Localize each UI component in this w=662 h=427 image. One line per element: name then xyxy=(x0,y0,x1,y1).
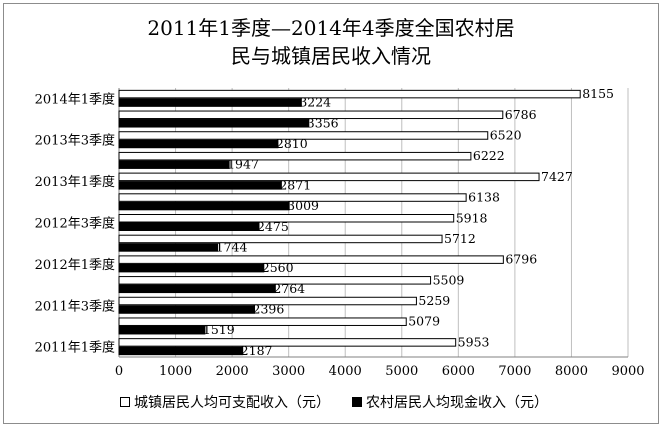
legend-swatch-rural xyxy=(352,397,362,407)
legend-item-urban: 城镇居民人均可支配收入（元） xyxy=(120,392,330,412)
x-tick-label: 5000 xyxy=(385,364,418,379)
bar-urban xyxy=(118,255,504,264)
bar-rural xyxy=(118,160,230,169)
bar-urban xyxy=(118,131,489,140)
y-category-label: 2013年1季度 xyxy=(35,174,115,190)
x-tick-label: 8000 xyxy=(555,364,588,379)
y-category-label: 2013年3季度 xyxy=(35,133,115,149)
bar-urban xyxy=(118,276,432,285)
data-label-rural: 2396 xyxy=(253,302,285,317)
data-label-rural: 1947 xyxy=(227,157,259,172)
data-label-urban: 5712 xyxy=(444,231,476,246)
chart-title-line1: 2011年1季度—2014年4季度全国农村居 xyxy=(147,16,515,40)
data-label-urban: 6520 xyxy=(490,127,522,142)
x-tick-label: 9000 xyxy=(611,364,644,379)
bar-urban xyxy=(118,110,504,120)
data-label-urban: 5509 xyxy=(433,272,465,287)
data-label-rural: 3356 xyxy=(307,115,339,130)
y-category-label: 2014年1季度 xyxy=(35,91,115,107)
y-category-label: 2011年3季度 xyxy=(35,298,115,314)
data-label-urban: 6786 xyxy=(505,107,537,122)
data-label-rural: 2810 xyxy=(276,136,308,151)
bar-urban xyxy=(118,296,417,306)
legend-label-urban: 城镇居民人均可支配收入（元） xyxy=(134,395,330,411)
legend-label-rural: 农村居民人均现金收入（元） xyxy=(366,395,548,411)
chart-title: 2011年1季度—2014年4季度全国农村居 民与城镇居民收入情况 xyxy=(0,14,662,70)
x-tick-label: 2000 xyxy=(216,364,249,379)
bar-rural xyxy=(118,305,256,314)
x-tick-label: 3000 xyxy=(272,364,305,379)
data-label-rural: 2764 xyxy=(273,281,305,296)
x-tick-label: 6000 xyxy=(442,364,475,379)
bar-rural xyxy=(118,243,219,252)
y-category-label: 2012年3季度 xyxy=(35,216,115,232)
bar-rural xyxy=(118,222,260,231)
data-label-rural: 3224 xyxy=(299,95,331,110)
y-category-label: 2011年1季度 xyxy=(35,340,115,356)
bar-urban xyxy=(118,234,443,244)
bar-rural xyxy=(118,284,276,294)
bar-rural xyxy=(118,346,244,356)
bar-rural xyxy=(118,181,282,190)
data-label-rural: 2187 xyxy=(241,343,273,358)
data-label-rural: 1744 xyxy=(216,239,248,254)
chart-frame xyxy=(3,3,659,424)
data-label-urban: 5918 xyxy=(456,210,488,225)
bar-rural xyxy=(118,139,279,149)
bar-urban xyxy=(118,214,455,223)
data-label-rural: 3009 xyxy=(287,198,319,213)
data-label-rural: 2871 xyxy=(279,177,311,192)
bar-rural xyxy=(118,325,206,335)
x-tick-label: 4000 xyxy=(329,364,362,379)
legend-item-rural: 农村居民人均现金收入（元） xyxy=(352,392,548,412)
x-tick-label: 7000 xyxy=(498,364,531,379)
data-label-rural: 2475 xyxy=(257,219,289,234)
x-tick-label: 1000 xyxy=(159,364,192,379)
data-label-urban: 6796 xyxy=(505,252,537,267)
data-label-rural: 1519 xyxy=(203,322,235,337)
legend: 城镇居民人均可支配收入（元） 农村居民人均现金收入（元） xyxy=(120,392,640,412)
x-tick-label: 0 xyxy=(115,364,123,379)
data-label-urban: 8155 xyxy=(582,86,614,101)
data-label-urban: 6138 xyxy=(468,190,500,205)
bar-rural xyxy=(118,201,290,211)
y-category-label: 2012年1季度 xyxy=(35,257,115,273)
bar-rural xyxy=(118,119,310,128)
bar-urban xyxy=(118,89,581,99)
bar-urban xyxy=(118,338,457,347)
chart-title-line2: 民与城镇居民收入情况 xyxy=(231,44,431,68)
data-label-urban: 7427 xyxy=(541,169,573,184)
bar-urban xyxy=(118,193,467,202)
data-label-urban: 5079 xyxy=(408,314,440,329)
bar-rural xyxy=(118,263,265,273)
legend-swatch-urban xyxy=(120,397,130,407)
bar-urban xyxy=(118,151,472,161)
data-label-urban: 6222 xyxy=(473,148,505,163)
bar-rural xyxy=(118,98,302,107)
data-label-urban: 5953 xyxy=(458,334,490,349)
bar-urban xyxy=(118,317,407,326)
data-label-urban: 5259 xyxy=(418,293,450,308)
data-label-rural: 2560 xyxy=(262,260,294,275)
bar-urban xyxy=(118,172,540,182)
